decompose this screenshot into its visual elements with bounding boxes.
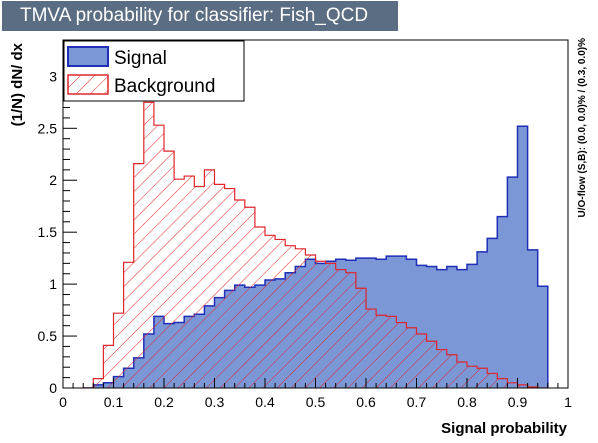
bar-background [416, 333, 427, 388]
bar-background [305, 255, 316, 388]
bar-signal [416, 265, 427, 388]
x-tick-label: 0 [59, 394, 67, 410]
x-tick-label: 0.4 [255, 394, 275, 410]
y-tick-label: 2.5 [38, 120, 58, 136]
y-tick-label: 0 [49, 380, 57, 396]
bar-background [153, 125, 165, 388]
y-tick-label: 2 [49, 172, 57, 188]
x-tick-label: 0.6 [356, 394, 376, 410]
bar-background [467, 366, 478, 388]
bar-background [93, 378, 104, 388]
bar-background [254, 226, 266, 388]
legend-signal-swatch [67, 46, 109, 67]
bar-background [396, 322, 407, 388]
bar-signal [497, 216, 508, 388]
bar-signal [517, 126, 528, 388]
bar-background [477, 368, 488, 388]
bar-background [214, 184, 225, 388]
bar-background [133, 163, 145, 388]
bar-signal [537, 286, 549, 388]
bar-background [234, 199, 246, 388]
bar-signal [487, 238, 498, 388]
x-tick-label: 0.2 [154, 394, 174, 410]
bar-background [295, 248, 306, 388]
bar-signal [426, 266, 438, 388]
bar-background [345, 272, 357, 388]
bar-background [204, 169, 215, 388]
legend-signal-label: Signal [114, 48, 167, 69]
bar-signal [406, 259, 417, 388]
bar-background [366, 309, 377, 388]
x-tick-label: 1 [564, 394, 572, 410]
bar-signal [456, 269, 468, 388]
bar-background [406, 327, 417, 388]
bar-background [315, 261, 326, 388]
bar-background [174, 179, 185, 388]
bar-background [507, 382, 518, 388]
x-tick-label: 0.9 [508, 394, 528, 410]
legend-background-label: Background [114, 76, 215, 97]
y-tick-label: 0.5 [38, 328, 58, 344]
x-tick-label: 0.5 [306, 394, 326, 410]
y-axis-title: (1/N) dN/ dx [9, 42, 26, 126]
bar-signal [527, 249, 539, 388]
bar-background [426, 341, 438, 388]
bar-signal [477, 251, 488, 388]
bar-background [123, 262, 135, 388]
bar-background [325, 263, 337, 388]
bar-background [143, 102, 155, 388]
x-tick-label: 0.8 [457, 394, 477, 410]
bar-background [497, 378, 508, 388]
x-tick-label: 0.1 [104, 394, 124, 410]
y-tick-label: 1.5 [38, 224, 58, 240]
plot-title: TMVA probability for classifier: Fish_QC… [2, 1, 398, 31]
legend-background-swatch [67, 74, 109, 95]
bar-background [355, 288, 367, 388]
bar-background [517, 384, 528, 388]
bar-background [456, 362, 468, 388]
bar-signal [436, 269, 448, 388]
overflow-note: U/O-flow (S,B): (0.0, 0.0)% / (0.3, 0.0)… [577, 38, 588, 218]
x-axis-title: Signal probability [441, 420, 568, 437]
x-tick-label: 0.7 [407, 394, 427, 410]
bar-background [275, 239, 286, 388]
bar-background [113, 313, 124, 388]
bar-background [436, 349, 448, 388]
series-background [83, 101, 548, 388]
legend: Signal Background [63, 40, 245, 102]
bar-background [487, 373, 498, 388]
bar-signal [446, 266, 458, 388]
bar-background [446, 354, 458, 388]
bar-background [335, 269, 347, 388]
bar-background [184, 176, 195, 388]
bar-background [103, 345, 114, 388]
bar-background [194, 186, 205, 388]
bar-background [224, 188, 236, 388]
y-tick-label: 3 [49, 68, 57, 84]
bar-background [376, 315, 387, 388]
outline-background [83, 101, 548, 388]
y-tick-label: 1 [49, 276, 57, 292]
bar-background [285, 245, 296, 388]
bar-signal [467, 264, 478, 388]
bar-background [265, 235, 276, 388]
bar-background [386, 316, 397, 388]
bar-signal [507, 177, 518, 388]
bar-background [164, 151, 175, 388]
bar-background [244, 207, 256, 388]
x-tick-label: 0.3 [205, 394, 225, 410]
